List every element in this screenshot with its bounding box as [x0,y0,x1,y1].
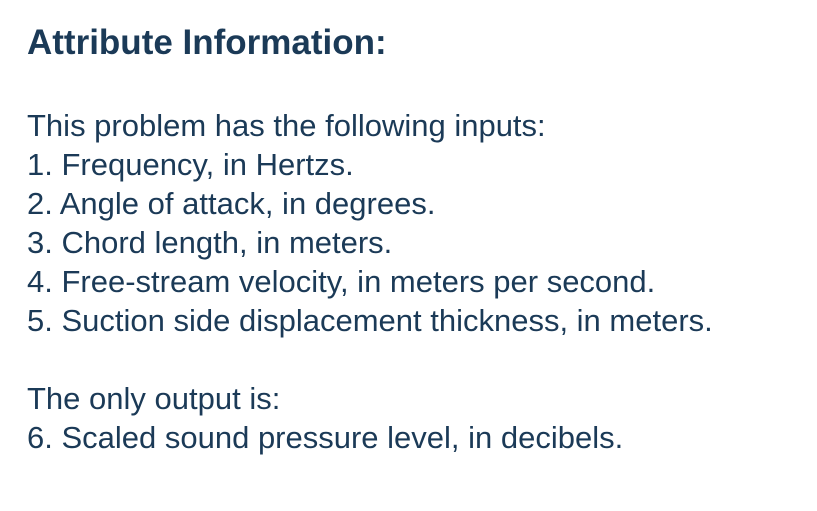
inputs-section: This problem has the following inputs: 1… [27,106,807,340]
input-item-displacement-thickness: 5. Suction side displacement thickness, … [27,303,713,338]
input-item-free-stream-velocity: 4. Free-stream velocity, in meters per s… [27,264,656,299]
output-intro-text: The only output is: [27,381,281,416]
attribute-info-heading: Attribute Information: [27,23,387,62]
outputs-section: The only output is: 6. Scaled sound pres… [27,379,807,457]
output-item-sound-pressure-level: 6. Scaled sound pressure level, in decib… [27,420,624,455]
attribute-info-document: Attribute Information: This problem has … [27,20,807,457]
inputs-intro-text: This problem has the following inputs: [27,108,546,143]
input-item-angle-of-attack: 2. Angle of attack, in degrees. [27,186,436,221]
input-item-frequency: 1. Frequency, in Hertzs. [27,147,354,182]
input-item-chord-length: 3. Chord length, in meters. [27,225,393,260]
